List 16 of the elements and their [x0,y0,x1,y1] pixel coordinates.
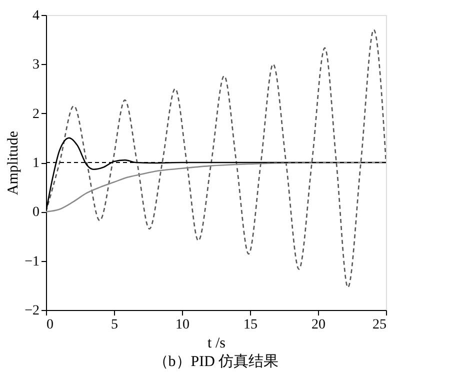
y-tick-label: 3 [32,58,40,73]
text: （b）PID 仿真结果 [153,353,279,370]
x-tick-label: 15 [244,318,258,332]
y-tick-label: −1 [24,254,40,270]
x-tick-label: 5 [111,318,118,332]
x-tick-label: 10 [176,318,190,332]
y-tick-label: 2 [32,106,40,122]
x-axis-title: t /s [208,336,226,352]
x-tick-label: 0 [46,318,54,332]
y-tick-label: 4 [32,8,40,24]
y-tick-label: 1 [32,156,40,171]
x-tick-label: 25 [372,318,386,332]
y-tick-label: −2 [24,304,40,318]
y-axis-title: Amplitude [6,130,22,196]
y-tick-label: 0 [32,205,40,220]
x-tick-label: 20 [312,318,326,332]
